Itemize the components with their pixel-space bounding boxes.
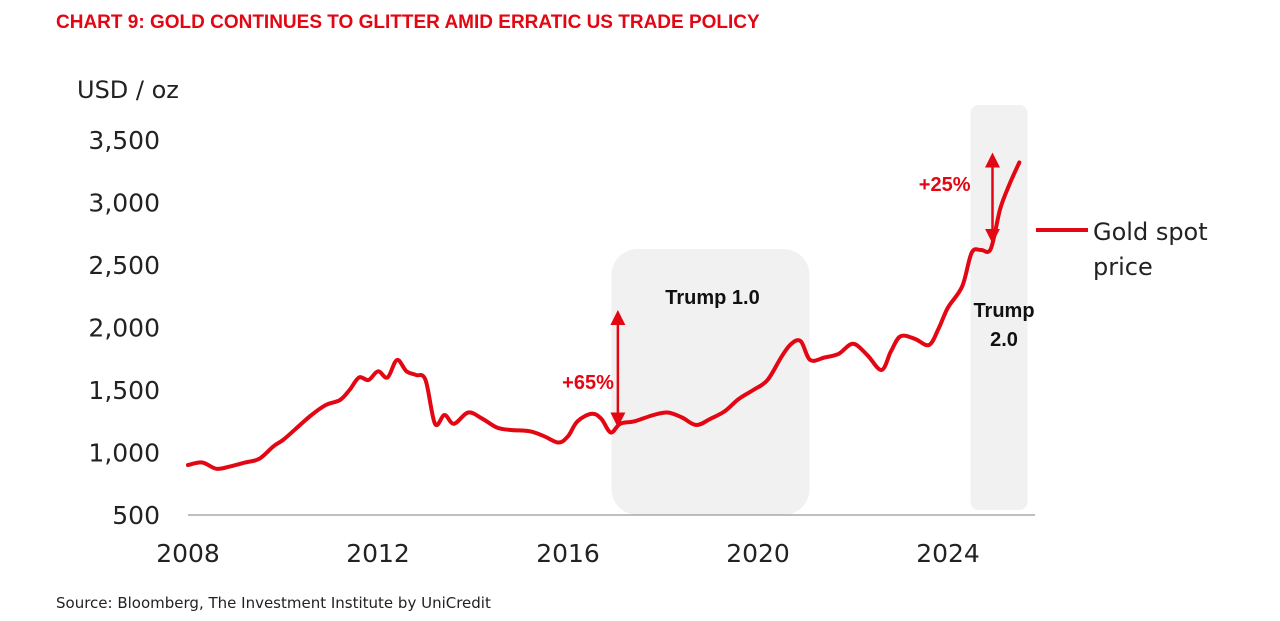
legend-label: Gold spot price [1093,218,1208,281]
y-axis-title: USD / oz [77,76,179,104]
region-label-trump-2-line: Trump [973,300,1034,322]
x-axis-ticks: 2008 2012 2016 2020 2024 [156,539,980,568]
y-tick-label: 3,000 [88,189,160,218]
y-tick-label: 2,500 [88,251,160,280]
shade-trump-2 [970,105,1028,510]
y-axis-ticks: 3,500 3,000 2,500 2,000 1,500 1,000 500 [88,126,160,530]
y-tick-label: 1,500 [88,376,160,405]
x-tick-label: 2020 [726,539,790,568]
annotations: Trump 1.0 Trump 2.0 +65% +25% [562,152,1035,428]
x-tick-label: 2012 [346,539,410,568]
shaded-regions [611,105,1028,515]
region-label-trump-2-line: 2.0 [990,329,1018,351]
y-tick-label: 500 [112,501,160,530]
gold-spot-price-line [186,160,1022,471]
shade-trump-1 [611,249,810,515]
y-tick-label: 2,000 [88,314,160,343]
x-tick-label: 2016 [536,539,600,568]
x-tick-label: 2008 [156,539,220,568]
y-tick-label: 1,000 [88,439,160,468]
chart-title: CHART 9: GOLD CONTINUES TO GLITTER AMID … [56,12,760,33]
x-tick-label: 2024 [916,539,980,568]
source-note: Source: Bloomberg, The Investment Instit… [56,594,491,612]
annotation-label: +65% [562,372,614,394]
y-tick-label: 3,500 [88,126,160,155]
legend: Gold spot price [1036,218,1208,281]
region-label-trump-1: Trump 1.0 [665,287,759,309]
annotation-label: +25% [919,174,971,196]
